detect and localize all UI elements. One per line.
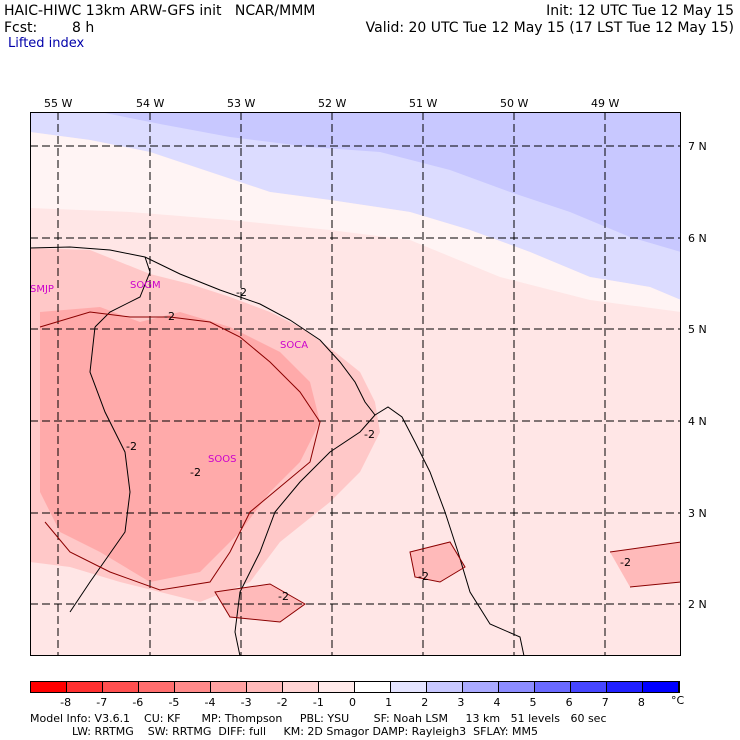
- lat-label: 4 N: [688, 415, 707, 428]
- colorbar-swatch: [31, 682, 67, 692]
- colorbar: [30, 681, 680, 693]
- colorbar-tick-label: 2: [421, 696, 429, 709]
- colorbar-tick-label: -8: [60, 696, 72, 709]
- colorbar-swatch: [139, 682, 175, 692]
- grid-lines: [30, 112, 681, 656]
- colorbar-tick-label: -6: [132, 696, 144, 709]
- model-info-line2: LW: RRTMG SW: RRTMG DIFF: full KM: 2D Sm…: [30, 725, 538, 738]
- fcst-label: Fcst:: [4, 20, 38, 36]
- contour-labels: -2 -2 -2 -2 -2 -2 -2 -2: [126, 286, 631, 603]
- valid-time: Valid: 20 UTC Tue 12 May 15 (17 LST Tue …: [365, 20, 734, 36]
- contour-lines: [39, 311, 681, 623]
- station-label: SOOS: [208, 454, 236, 465]
- contour-label: -2: [364, 428, 375, 441]
- lon-label: 53 W: [227, 97, 256, 110]
- colorbar-swatch: [607, 682, 643, 692]
- lon-label: 50 W: [500, 97, 529, 110]
- coastline: [30, 246, 525, 656]
- colorbar-tick-label: -2: [276, 696, 288, 709]
- station-label: SOCA: [280, 340, 308, 351]
- colorbar-swatch: [427, 682, 463, 692]
- colorbar-swatch: [211, 682, 247, 692]
- pink-region-patch: [610, 542, 681, 587]
- colorbar-tick-label: 6: [565, 696, 573, 709]
- map-frame: [30, 112, 681, 656]
- colorbar-swatch: [499, 682, 535, 692]
- lifted-index-map: -2 -2 -2 -2 -2 -2 -2 -2 SMJP SOGM SOCA S…: [30, 112, 681, 656]
- colorbar-tick-label: 3: [457, 696, 465, 709]
- contour-label: -2: [278, 590, 289, 603]
- lon-label: 49 W: [591, 97, 620, 110]
- contour-label: -2: [126, 440, 137, 453]
- model-info-line1: Model Info: V3.6.1 CU: KF MP: Thompson P…: [30, 712, 607, 725]
- colorbar-tick-label: 4: [493, 696, 501, 709]
- lat-label: 6 N: [688, 232, 707, 245]
- station-label: SMJP: [30, 284, 54, 295]
- contour-label: -2: [164, 310, 175, 323]
- colorbar-swatch: [535, 682, 571, 692]
- lat-label: 2 N: [688, 598, 707, 611]
- colorbar-tick-label: 7: [601, 696, 609, 709]
- lon-label: 55 W: [44, 97, 73, 110]
- white-band: [30, 132, 681, 312]
- init-time: Init: 12 UTC Tue 12 May 15: [546, 3, 734, 19]
- colorbar-swatch: [67, 682, 103, 692]
- colorbar-swatch: [103, 682, 139, 692]
- colorbar-tick-label: -1: [312, 696, 324, 709]
- lon-label: 54 W: [136, 97, 165, 110]
- lat-label: 3 N: [688, 507, 707, 520]
- pink-region-patch: [410, 542, 465, 582]
- lon-label: 51 W: [409, 97, 438, 110]
- colorbar-swatch: [571, 682, 607, 692]
- station-label: SOGM: [130, 280, 161, 291]
- colorbar-tick-label: -5: [168, 696, 180, 709]
- field-title: Lifted index: [8, 36, 85, 51]
- stations: SMJP SOGM SOCA SOOS: [30, 280, 308, 465]
- colorbar-tick-label: 1: [385, 696, 393, 709]
- colorbar-swatch: [463, 682, 499, 692]
- model-title: HAIC-HIWC 13km ARW-GFS init NCAR/MMM: [4, 3, 316, 19]
- colorbar-swatch: [355, 682, 391, 692]
- colorbar-swatch: [319, 682, 355, 692]
- blue-region-strong: [100, 112, 681, 252]
- lat-label: 7 N: [688, 140, 707, 153]
- colorbar-swatch: [391, 682, 427, 692]
- contour-label: -2: [418, 570, 429, 583]
- colorbar-swatch: [175, 682, 211, 692]
- colorbar-tick-label: -7: [96, 696, 108, 709]
- colorbar-tick-label: -3: [240, 696, 252, 709]
- colorbar-tick-label: 0: [349, 696, 356, 709]
- colorbar-tick-label: 8: [637, 696, 645, 709]
- colorbar-swatch: [643, 682, 679, 692]
- colorbar-unit: °C: [671, 694, 685, 707]
- contour-label: -2: [190, 466, 201, 479]
- colorbar-swatch: [247, 682, 283, 692]
- lat-label: 5 N: [688, 323, 707, 336]
- colorbar-tick-label: -4: [204, 696, 216, 709]
- contour-label: -2: [236, 286, 247, 299]
- colorbar-swatch: [283, 682, 319, 692]
- colorbar-tick-label: 5: [529, 696, 537, 709]
- lon-label: 52 W: [318, 97, 347, 110]
- fcst-value: 8 h: [72, 20, 95, 36]
- contour-label: -2: [620, 556, 631, 569]
